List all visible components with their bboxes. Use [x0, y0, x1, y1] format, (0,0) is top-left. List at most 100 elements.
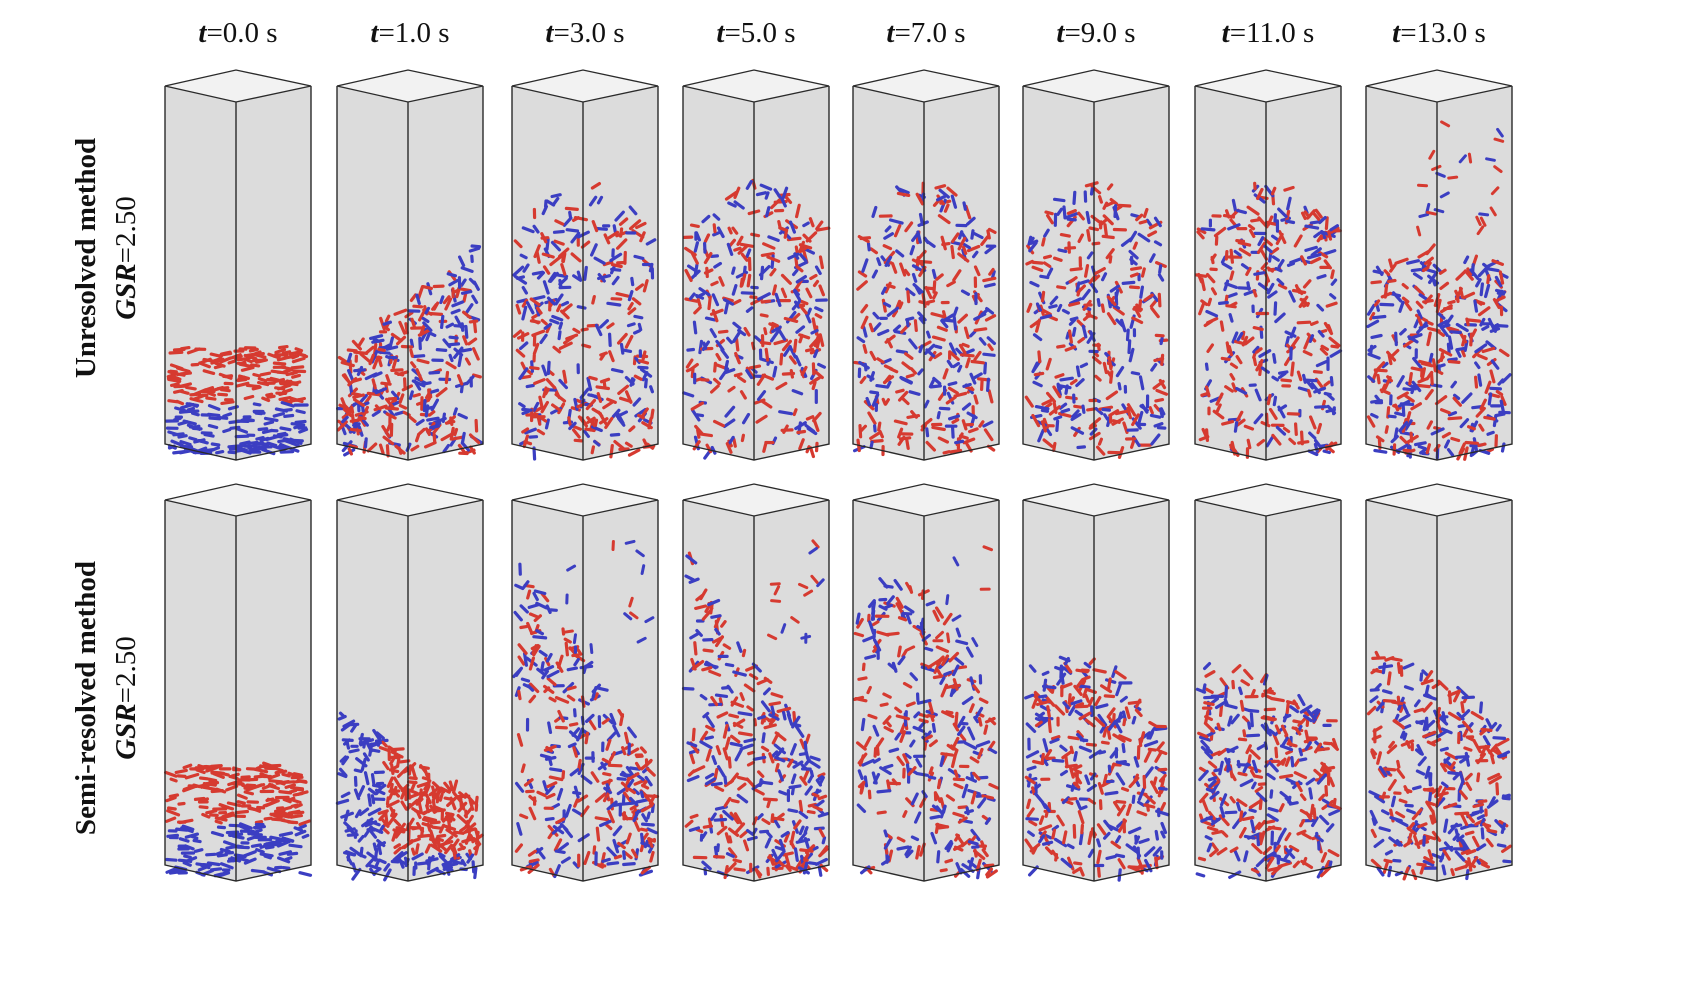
particle	[1136, 810, 1148, 817]
particle	[712, 377, 721, 386]
particle	[798, 304, 808, 315]
particle	[1390, 700, 1404, 706]
particle	[397, 858, 409, 867]
particle	[732, 721, 744, 729]
particle	[186, 423, 201, 431]
particle	[693, 641, 698, 656]
particle	[811, 381, 817, 391]
particle	[523, 778, 534, 787]
particle	[951, 664, 960, 677]
particle	[1414, 748, 1423, 756]
container-body	[683, 500, 829, 881]
particle	[1044, 210, 1054, 216]
particle	[565, 228, 580, 233]
particle	[737, 711, 753, 717]
particle	[761, 818, 771, 826]
particle	[259, 852, 274, 858]
particle	[1229, 373, 1236, 381]
particle	[202, 369, 216, 375]
particle	[166, 833, 179, 838]
particle	[798, 825, 805, 836]
particle	[189, 397, 204, 404]
particle	[379, 816, 390, 828]
particle	[557, 330, 562, 341]
particle	[867, 411, 877, 425]
particle	[276, 839, 291, 848]
particle	[783, 228, 789, 239]
particle	[1157, 767, 1168, 772]
panel-row1-col1	[335, 483, 484, 882]
particle	[979, 378, 984, 391]
particle	[174, 372, 186, 377]
particle	[610, 263, 623, 269]
particle	[971, 845, 980, 849]
particle	[767, 235, 780, 242]
particle	[981, 848, 989, 858]
particle	[1447, 357, 1458, 362]
particle	[1486, 799, 1499, 809]
particle	[1258, 795, 1264, 811]
particle	[726, 336, 734, 345]
particle	[1245, 744, 1252, 755]
particle	[1200, 227, 1216, 232]
particle	[896, 836, 906, 843]
particle	[773, 585, 781, 596]
particle	[985, 377, 991, 392]
particle	[1116, 820, 1125, 829]
particle	[958, 731, 967, 742]
particle	[1073, 750, 1078, 762]
particle	[633, 778, 646, 786]
particle	[1294, 726, 1302, 736]
particle	[607, 809, 615, 824]
particle	[745, 306, 754, 313]
particle	[1252, 356, 1258, 367]
particle	[528, 656, 536, 671]
particle	[1276, 758, 1286, 767]
particle	[814, 313, 823, 319]
particle	[391, 829, 398, 842]
particle	[781, 339, 793, 352]
particle	[1235, 418, 1246, 427]
particle	[545, 652, 553, 663]
particle	[905, 849, 914, 859]
particle	[515, 303, 522, 315]
particle	[514, 583, 525, 591]
particle	[393, 843, 401, 850]
particle	[1387, 865, 1393, 878]
particle	[363, 437, 368, 449]
particle	[1031, 260, 1044, 265]
particle	[778, 838, 786, 854]
particle	[363, 771, 370, 786]
particle	[1447, 300, 1456, 305]
panel-row0-col6	[1194, 69, 1343, 461]
particle	[1456, 711, 1465, 721]
panel-row0-col5	[1022, 69, 1170, 461]
particle	[645, 238, 657, 246]
particle	[1237, 771, 1248, 777]
particle	[1114, 291, 1119, 306]
particle	[557, 842, 570, 852]
particle	[1287, 795, 1292, 804]
particle	[984, 817, 992, 825]
particle	[357, 834, 365, 843]
particle	[1285, 700, 1290, 715]
particle	[1410, 366, 1424, 372]
particle	[464, 324, 469, 339]
particle	[1492, 414, 1498, 428]
particle	[905, 373, 915, 379]
particle	[728, 713, 740, 719]
particle	[1150, 306, 1160, 319]
particle	[737, 244, 749, 255]
particle	[1303, 335, 1312, 350]
particle	[572, 861, 580, 869]
particle	[281, 388, 293, 394]
particle	[371, 378, 377, 390]
particle	[1489, 369, 1496, 384]
particle	[554, 293, 564, 306]
particle	[928, 739, 938, 748]
particle	[694, 604, 708, 611]
row-label-gsr-0: GSR=2.50	[110, 196, 142, 320]
particle	[868, 322, 875, 333]
particle	[802, 221, 810, 228]
particle	[301, 833, 310, 839]
